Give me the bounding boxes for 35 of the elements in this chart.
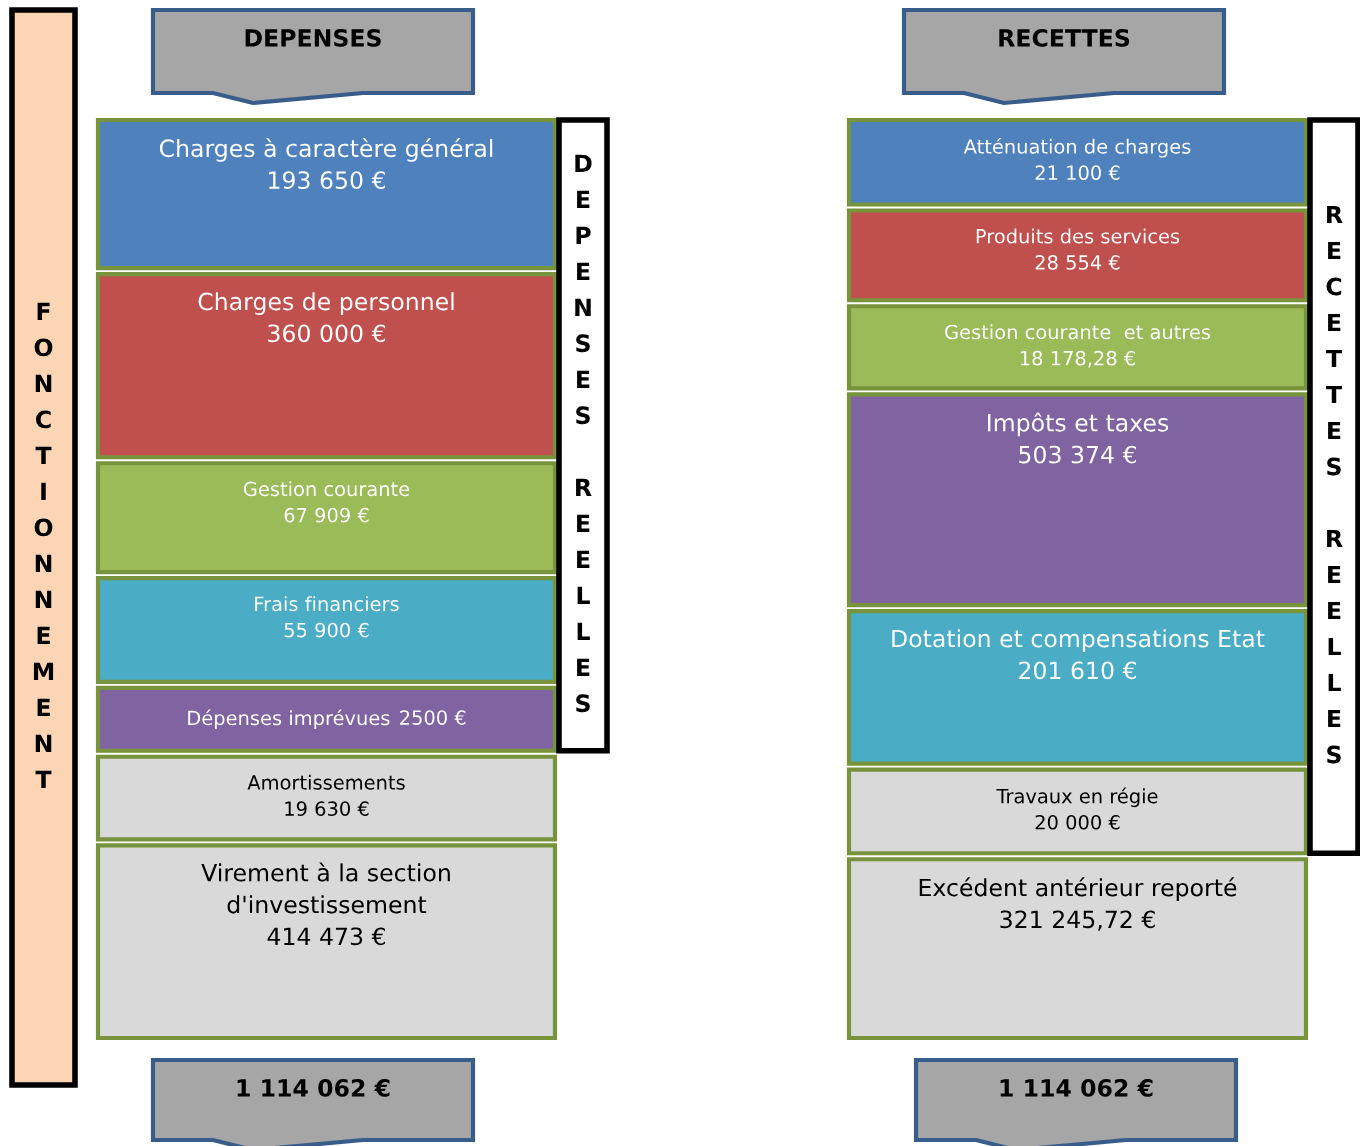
category-label: Charges de personnel	[198, 292, 454, 315]
data-label: 414 473 €	[267, 927, 386, 946]
category-label: Dotation et compensations Etat	[892, 629, 1265, 652]
category-label: Virement à la section d'investissement	[201, 862, 450, 914]
data-label: 19 630 €	[285, 801, 369, 816]
text: RECETTES REELLES	[1326, 205, 1343, 764]
category-label: Frais financiers	[255, 596, 399, 612]
data-label: 67 909 €	[284, 507, 369, 523]
data-label: 193 650 €	[269, 171, 386, 190]
text: DEPENSES	[245, 28, 381, 47]
data-label: 2500 €	[400, 710, 466, 725]
category-label: Amortissements	[247, 774, 405, 790]
data-label: 20 000 €	[1035, 814, 1120, 830]
category-label: Gestion courante	[243, 481, 410, 497]
category-label: Excédent antérieur reporté	[919, 877, 1237, 902]
text: RECETTES	[999, 28, 1130, 47]
category-label: Dépenses imprévues	[188, 709, 390, 730]
data-label: 503 374 €	[1019, 445, 1137, 464]
text: 1 114 062 €	[1000, 1078, 1153, 1097]
data-label: 201 610 €	[1019, 661, 1137, 680]
text: 1 114 062 €	[237, 1078, 390, 1097]
text: FONCTIONNEMENT	[33, 302, 54, 789]
data-label: 21 100 €	[1035, 165, 1120, 181]
category-label: Charges à caractère général	[159, 138, 493, 162]
data-label: 18 178,28 €	[1020, 350, 1135, 368]
category-label: Atténuation de charges	[963, 138, 1191, 158]
data-label: 55 900 €	[284, 622, 369, 638]
category-label: Travaux en régie	[996, 787, 1158, 808]
category-label: Gestion courante et autres	[945, 324, 1211, 340]
data-label: 360 000 €	[268, 324, 386, 343]
data-label: 321 245,72 €	[1000, 910, 1155, 931]
data-label: 28 554 €	[1035, 255, 1120, 270]
text: DEPENSES REELLES	[575, 154, 592, 713]
category-label: Impôts et taxes	[988, 412, 1169, 437]
category-label: Produits des services	[976, 228, 1180, 244]
